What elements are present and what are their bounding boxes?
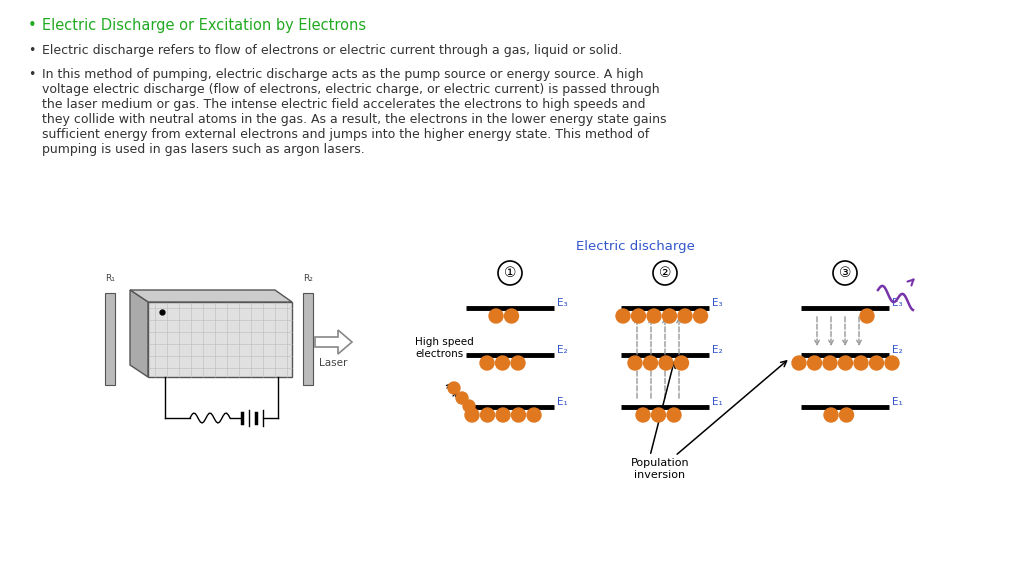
Text: E₂: E₂: [892, 345, 902, 355]
Text: •: •: [28, 18, 37, 33]
Circle shape: [643, 356, 657, 370]
Text: E₃: E₃: [892, 298, 902, 308]
Circle shape: [840, 408, 853, 422]
Bar: [105, 293, 115, 385]
Text: ②: ②: [658, 266, 672, 280]
Polygon shape: [130, 290, 292, 302]
Text: ①: ①: [504, 266, 516, 280]
Circle shape: [667, 408, 681, 422]
Circle shape: [498, 261, 522, 285]
Text: Electric discharge refers to flow of electrons or electric current through a gas: Electric discharge refers to flow of ele…: [42, 44, 623, 57]
Text: voltage electric discharge (flow of electrons, electric charge, or electric curr: voltage electric discharge (flow of elec…: [42, 83, 659, 96]
Circle shape: [885, 356, 899, 370]
Circle shape: [824, 408, 838, 422]
Circle shape: [496, 356, 510, 370]
Text: E₁: E₁: [712, 397, 723, 407]
Circle shape: [628, 356, 642, 370]
Text: •: •: [28, 44, 36, 57]
Text: R₁: R₁: [105, 274, 115, 283]
Text: pumping is used in gas lasers such as argon lasers.: pumping is used in gas lasers such as ar…: [42, 143, 365, 156]
Circle shape: [854, 356, 868, 370]
Circle shape: [512, 408, 525, 422]
Text: Population
inversion: Population inversion: [631, 458, 689, 480]
Text: E₁: E₁: [892, 397, 903, 407]
Text: Electric discharge: Electric discharge: [575, 240, 694, 253]
Circle shape: [632, 309, 645, 323]
Text: they collide with neutral atoms in the gas. As a result, the electrons in the lo: they collide with neutral atoms in the g…: [42, 113, 667, 126]
Circle shape: [465, 408, 479, 422]
Text: •: •: [28, 68, 36, 81]
Circle shape: [839, 356, 853, 370]
Circle shape: [511, 356, 525, 370]
Circle shape: [505, 309, 518, 323]
Text: sufficient energy from external electrons and jumps into the higher energy state: sufficient energy from external electron…: [42, 128, 649, 141]
Circle shape: [833, 261, 857, 285]
Text: Laser: Laser: [318, 358, 347, 368]
Circle shape: [489, 309, 503, 323]
Text: R₂: R₂: [303, 274, 313, 283]
Circle shape: [463, 400, 475, 412]
Circle shape: [496, 408, 510, 422]
Text: E₂: E₂: [557, 345, 567, 355]
Circle shape: [527, 408, 541, 422]
Polygon shape: [130, 290, 148, 377]
Circle shape: [678, 309, 692, 323]
Text: E₃: E₃: [712, 298, 723, 308]
Circle shape: [663, 309, 677, 323]
Circle shape: [675, 356, 688, 370]
Circle shape: [653, 261, 677, 285]
Text: E₃: E₃: [557, 298, 567, 308]
Circle shape: [636, 408, 650, 422]
Circle shape: [456, 392, 468, 404]
Circle shape: [869, 356, 884, 370]
Text: E₂: E₂: [712, 345, 723, 355]
Circle shape: [823, 356, 837, 370]
Circle shape: [808, 356, 821, 370]
Circle shape: [792, 356, 806, 370]
Text: In this method of pumping, electric discharge acts as the pump source or energy : In this method of pumping, electric disc…: [42, 68, 643, 81]
Text: High speed
electrons: High speed electrons: [415, 337, 474, 359]
Circle shape: [480, 408, 495, 422]
Circle shape: [449, 382, 460, 394]
Circle shape: [693, 309, 708, 323]
Text: Electric Discharge or Excitation by Electrons: Electric Discharge or Excitation by Elec…: [42, 18, 367, 33]
Circle shape: [651, 408, 666, 422]
Circle shape: [860, 309, 874, 323]
Text: the laser medium or gas. The intense electric field accelerates the electrons to: the laser medium or gas. The intense ele…: [42, 98, 645, 111]
Polygon shape: [148, 302, 292, 377]
Circle shape: [647, 309, 662, 323]
Text: ③: ③: [839, 266, 851, 280]
Circle shape: [480, 356, 494, 370]
Polygon shape: [315, 330, 352, 354]
Bar: [303, 293, 313, 385]
Text: E₁: E₁: [557, 397, 567, 407]
Circle shape: [659, 356, 673, 370]
Circle shape: [616, 309, 630, 323]
